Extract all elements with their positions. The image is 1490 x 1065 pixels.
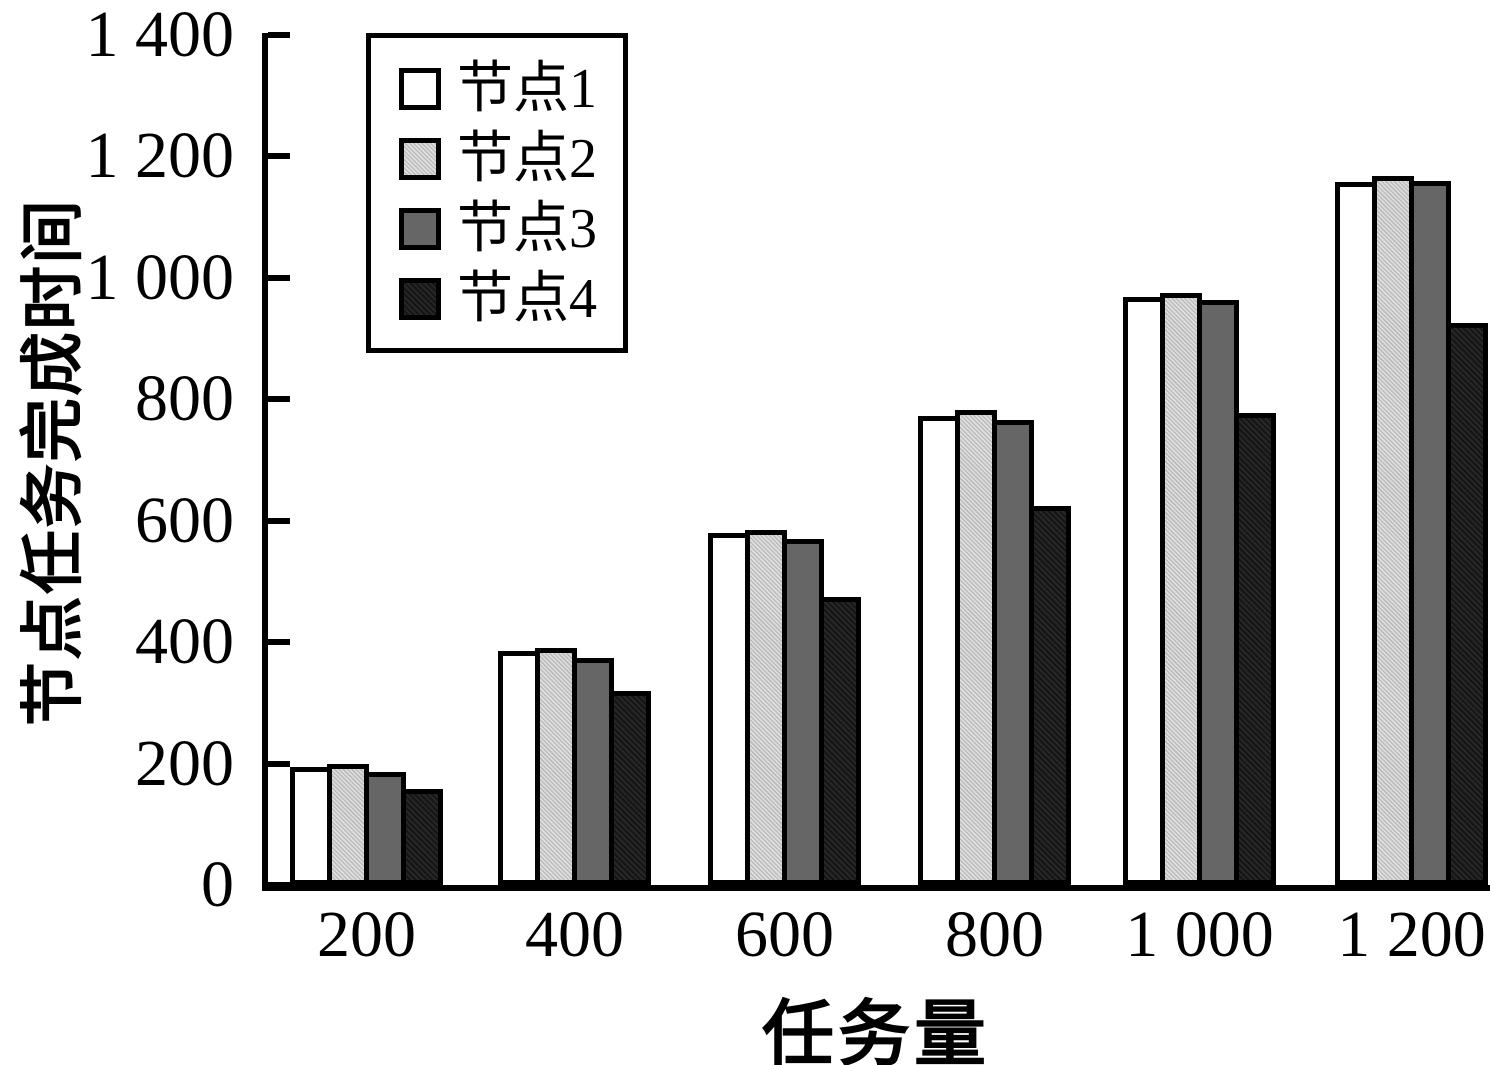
- y-tick: [268, 274, 290, 281]
- y-tick: [268, 32, 290, 38]
- x-tick-label: 1 200: [1337, 898, 1486, 971]
- y-axis-spine: [262, 33, 268, 891]
- bar-节点2-400: [535, 648, 577, 885]
- legend-swatch-icon: [399, 138, 441, 180]
- bar-节点1-800: [918, 416, 960, 885]
- bar-节点4-600: [819, 597, 861, 885]
- y-tick-label: 1 000: [85, 240, 235, 314]
- bar-节点1-1200: [1335, 182, 1377, 885]
- bar-节点2-800: [955, 410, 997, 885]
- bar-节点1-400: [498, 651, 540, 885]
- legend-swatch-icon: [399, 278, 441, 320]
- bar-节点3-1200: [1409, 181, 1451, 885]
- legend: 节点1 节点2 节点3 节点4: [366, 33, 628, 353]
- bar-节点3-400: [572, 658, 614, 885]
- y-tick: [268, 396, 290, 403]
- legend-swatch-icon: [399, 208, 441, 250]
- y-tick: [268, 517, 290, 524]
- legend-swatch-icon: [399, 68, 441, 110]
- x-axis-spine: [262, 885, 1490, 891]
- legend-item: 节点4: [399, 264, 623, 334]
- x-tick-label: 400: [525, 898, 624, 971]
- legend-label: 节点2: [457, 128, 597, 190]
- bar-节点2-1000: [1160, 293, 1202, 885]
- legend-label: 节点3: [457, 198, 597, 260]
- y-tick: [268, 760, 290, 767]
- bar-节点4-400: [609, 691, 651, 885]
- legend-label: 节点4: [457, 268, 597, 330]
- bar-节点2-600: [745, 530, 787, 885]
- bar-节点2-1200: [1372, 176, 1414, 885]
- legend-item: 节点1: [399, 54, 623, 124]
- x-tick-label: 800: [945, 898, 1044, 971]
- bar-节点3-800: [992, 420, 1034, 885]
- bar-节点1-1000: [1123, 297, 1165, 885]
- y-tick: [268, 153, 290, 160]
- y-tick: [268, 882, 290, 888]
- bar-节点4-1200: [1446, 323, 1488, 885]
- y-tick-label: 800: [135, 362, 234, 436]
- bar-节点3-200: [364, 772, 406, 885]
- bar-节点4-800: [1029, 506, 1071, 885]
- bar-节点1-200: [290, 767, 332, 885]
- x-tick-label: 1 000: [1125, 898, 1274, 971]
- bar-节点3-600: [782, 539, 824, 885]
- bar-节点3-1000: [1197, 300, 1239, 885]
- legend-item: 节点2: [399, 124, 623, 194]
- y-tick-label: 600: [135, 483, 234, 557]
- y-tick-label: 1 200: [85, 119, 235, 193]
- bar-节点4-200: [401, 789, 443, 885]
- y-tick-label: 0: [201, 848, 234, 921]
- bar-节点2-200: [327, 764, 369, 885]
- y-tick-label: 1 400: [85, 0, 235, 71]
- x-tick-label: 600: [735, 898, 834, 971]
- y-tick-label: 400: [135, 605, 234, 679]
- bar-节点1-600: [708, 533, 750, 885]
- y-tick: [268, 639, 290, 646]
- legend-label: 节点1: [457, 58, 597, 120]
- legend-item: 节点3: [399, 194, 623, 264]
- bar-节点4-1000: [1234, 413, 1276, 885]
- y-tick-label: 200: [135, 726, 234, 800]
- x-tick-label: 200: [317, 898, 416, 971]
- x-axis-title: 任务量: [761, 995, 990, 1065]
